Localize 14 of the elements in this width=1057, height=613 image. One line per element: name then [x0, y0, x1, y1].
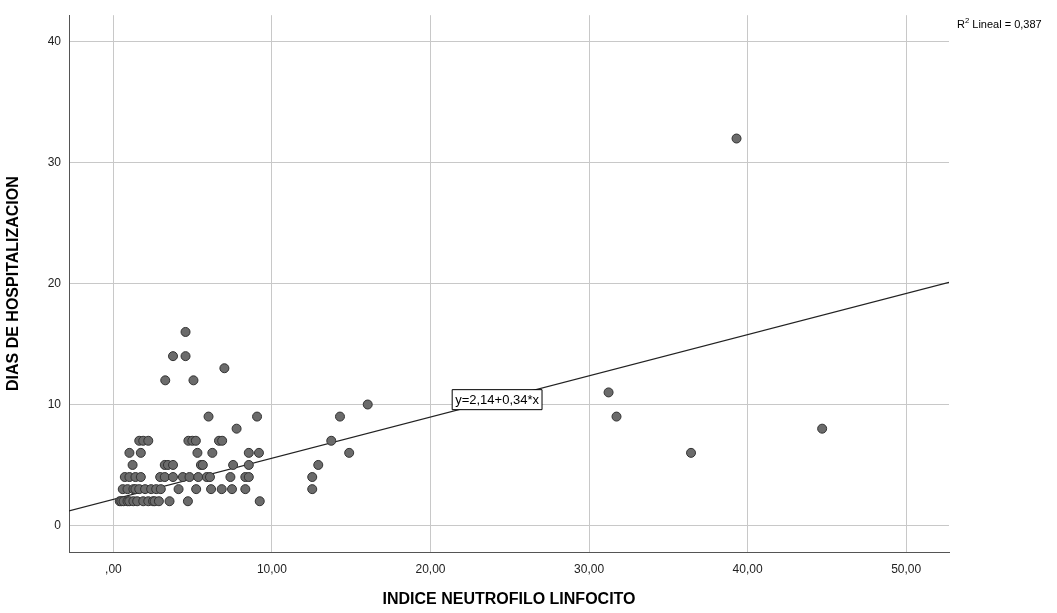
- y-axis-title: DIAS DE HOSPITALIZACION: [4, 176, 22, 392]
- x-tick-label: 10,00: [256, 561, 288, 576]
- y-tick-label: 0: [54, 517, 62, 532]
- annotation: y=2,14+0,34*x: [455, 392, 540, 408]
- x-axis-title: INDICE NEUTROFILO LINFOCITO: [382, 589, 636, 607]
- x-tick-label: 50,00: [891, 561, 922, 576]
- y-tick-label: 40: [47, 34, 62, 49]
- y-tick-label: 30: [47, 155, 62, 170]
- x-tick-label: 20,00: [415, 561, 446, 576]
- x-tick-label: 40,00: [732, 561, 763, 576]
- y-tick-label: 20: [47, 275, 62, 290]
- x-tick-label: 30,00: [574, 561, 605, 576]
- x-tick-label: ,00: [105, 561, 123, 576]
- y-tick-label: 10: [47, 396, 62, 411]
